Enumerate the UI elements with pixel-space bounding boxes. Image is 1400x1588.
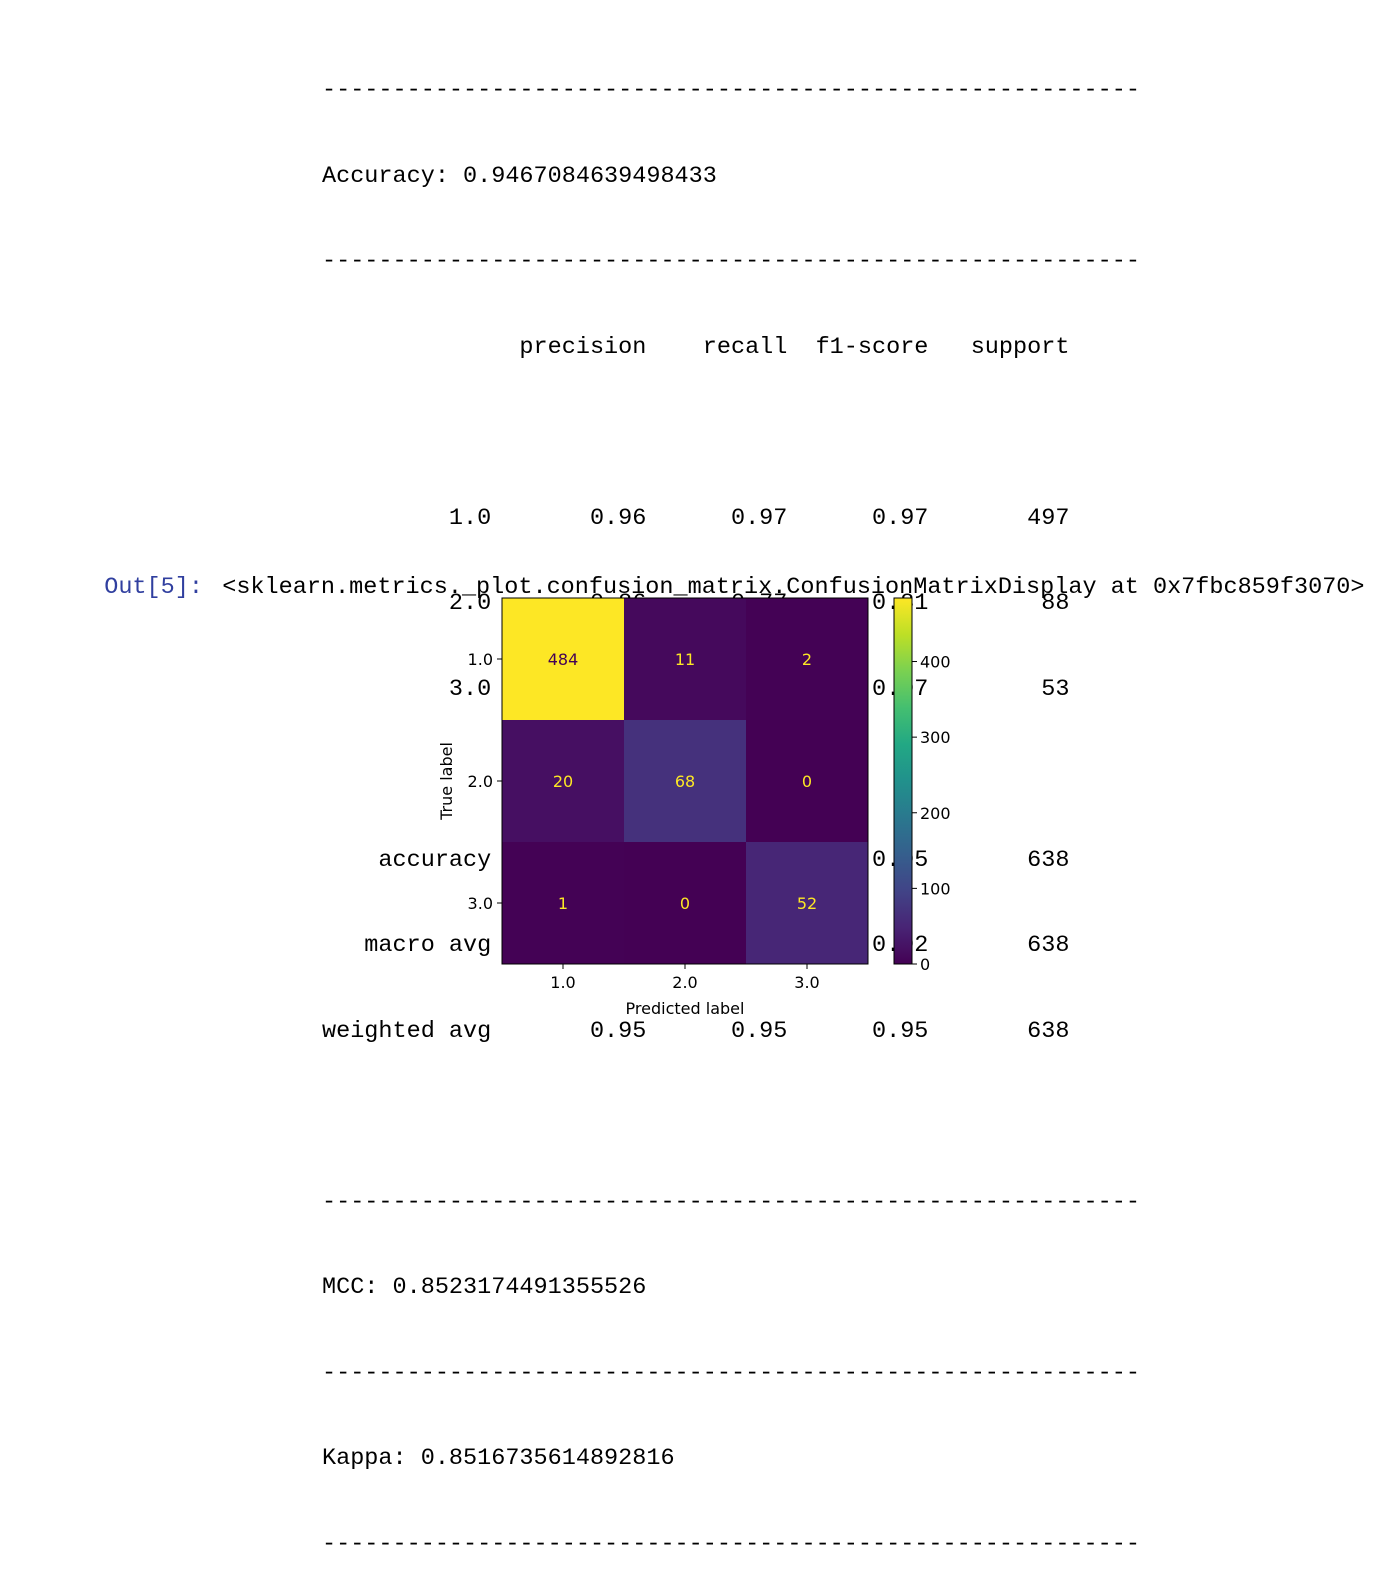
colorbar — [893, 597, 913, 965]
heatmap-cell-value: 484 — [548, 650, 579, 669]
separator-line: ----------------------------------------… — [322, 1530, 1140, 1558]
report-row: 1.0 0.96 0.97 0.97 497 — [322, 504, 1070, 532]
output-repr: <sklearn.metrics._plot.confusion_matrix.… — [222, 573, 1365, 601]
colorbar-ticks: 0 100 200 300 400 — [912, 653, 951, 974]
y-tick-label: 3.0 — [468, 894, 493, 913]
heatmap-cell-value: 1 — [558, 894, 568, 913]
heatmap-cell — [502, 598, 624, 720]
colorbar-tick-label: 400 — [920, 653, 951, 672]
y-tick-label: 2.0 — [468, 772, 493, 791]
report-blank — [322, 1103, 1140, 1132]
heatmap-cell — [746, 842, 868, 964]
x-axis-ticks: 1.0 2.0 3.0 — [550, 964, 820, 992]
heatmap-cell-value: 52 — [797, 894, 817, 913]
colorbar-tick-label: 100 — [920, 879, 951, 898]
x-tick-label: 2.0 — [672, 973, 697, 992]
heatmap-cell-value: 68 — [675, 772, 695, 791]
output-prompt: Out[5]: — [104, 573, 203, 601]
heatmap-cell — [502, 842, 624, 964]
heatmap-cell-value: 0 — [680, 894, 690, 913]
heatmap-cell-value: 2 — [802, 650, 812, 669]
y-tick-label: 1.0 — [468, 650, 493, 669]
heatmap-cell-labels: 484 11 2 20 68 0 1 0 52 — [548, 650, 817, 913]
y-axis-ticks: 1.0 2.0 3.0 — [468, 650, 502, 913]
report-blank — [322, 419, 1140, 448]
colorbar-tick-label: 200 — [920, 804, 951, 823]
y-axis-label: True label — [437, 742, 456, 821]
heatmap-cell-value: 0 — [802, 772, 812, 791]
mcc-line: MCC: 0.8523174491355526 — [322, 1274, 647, 1301]
heatmap-cells — [502, 598, 868, 964]
report-header: precision recall f1-score support — [322, 333, 1070, 361]
separator-line: ----------------------------------------… — [322, 1359, 1140, 1387]
confusion-matrix-chart: 484 11 2 20 68 0 1 0 52 1.0 2.0 3.0 1.0 2.0 3.0 Pred… — [437, 597, 951, 1018]
heatmap-cell — [502, 720, 624, 842]
separator-line: ----------------------------------------… — [322, 248, 1140, 275]
output-row: Out[5]: <sklearn.metrics._plot.confusion_… — [76, 545, 1365, 602]
separator-line: ----------------------------------------… — [322, 1188, 1140, 1216]
x-tick-label: 1.0 — [550, 973, 575, 992]
heatmap-cell-value: 11 — [675, 650, 695, 669]
confusion-matrix-figure: 484 11 2 20 68 0 1 0 52 1.0 2.0 3.0 1.0 2.0 3.0 Pred… — [420, 586, 980, 1031]
kappa-line: Kappa: 0.8516735614892816 — [322, 1445, 675, 1472]
report-row: accuracy 0.95 638 — [378, 846, 1070, 874]
heatmap-cell — [624, 842, 746, 964]
accuracy-line: Accuracy: 0.9467084639498433 — [322, 162, 717, 190]
heatmap-cell — [746, 598, 868, 720]
heatmap-cell — [624, 598, 746, 720]
x-axis-label: Predicted label — [626, 999, 745, 1018]
x-tick-label: 3.0 — [794, 973, 819, 992]
heatmap-cell — [746, 720, 868, 842]
colorbar-tick-label: 0 — [920, 955, 930, 974]
heatmap-cell-value: 20 — [553, 772, 573, 791]
heatmap-cell — [624, 720, 746, 842]
separator-line: ----------------------------------------… — [322, 77, 1140, 104]
colorbar-tick-label: 300 — [920, 728, 951, 747]
